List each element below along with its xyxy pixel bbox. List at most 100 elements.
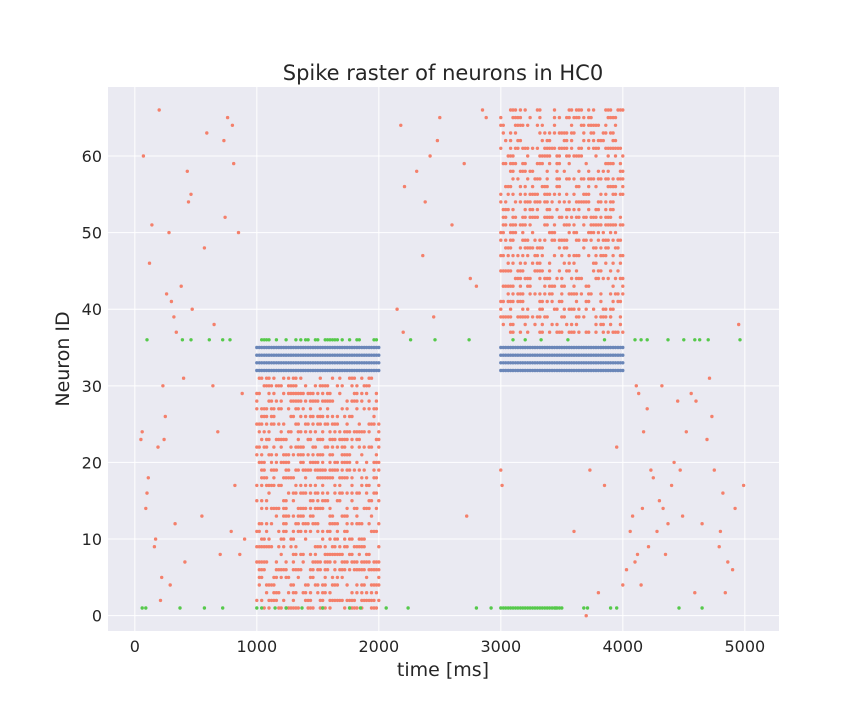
- spike-point: [587, 230, 591, 235]
- spike-point: [579, 276, 584, 281]
- spike-point: [308, 414, 313, 419]
- spike-point: [355, 430, 359, 434]
- spike-point: [284, 453, 288, 457]
- spike-point: [569, 368, 574, 373]
- grid-lines: [108, 87, 779, 631]
- spike-point: [357, 468, 361, 472]
- spike-point: [308, 575, 313, 580]
- spike-point: [316, 583, 320, 587]
- spike-point: [528, 345, 532, 350]
- spike-point: [499, 123, 503, 128]
- spike-point: [303, 522, 308, 526]
- spike-point: [377, 445, 381, 449]
- spike-point: [601, 238, 605, 242]
- spike-point: [333, 460, 337, 465]
- spike-point: [260, 453, 264, 457]
- spike-point: [350, 483, 354, 488]
- spike-point: [591, 269, 596, 273]
- spike-point: [608, 223, 613, 227]
- spike-point: [666, 338, 670, 342]
- spike-point: [499, 230, 503, 235]
- spike-point: [343, 361, 347, 365]
- spike-point: [367, 552, 371, 557]
- spike-point: [640, 506, 645, 511]
- spike-point: [523, 215, 527, 219]
- spike-point: [694, 399, 698, 403]
- spike-point: [255, 353, 259, 357]
- spike-point: [345, 560, 349, 564]
- spike-point: [577, 146, 581, 150]
- spike-point: [587, 330, 591, 334]
- spike-point: [572, 154, 576, 158]
- spike-point: [257, 353, 261, 357]
- spike-point: [296, 407, 300, 411]
- spike-point: [291, 560, 296, 564]
- spike-point: [205, 131, 209, 135]
- spike-point: [577, 215, 581, 219]
- spike-point: [591, 246, 596, 250]
- spike-point: [362, 353, 366, 357]
- spike-point: [560, 345, 564, 350]
- spike-point: [611, 177, 615, 181]
- spike-point: [318, 345, 322, 350]
- spike-point: [621, 345, 625, 350]
- spike-point: [330, 437, 335, 442]
- spike-point: [621, 253, 625, 258]
- spike-point: [264, 368, 269, 373]
- spike-point: [282, 460, 286, 465]
- spike-point: [330, 345, 335, 350]
- spike-point: [333, 522, 337, 526]
- spike-point: [286, 368, 291, 373]
- spike-point: [579, 353, 584, 357]
- spike-point: [345, 583, 349, 587]
- spike-point: [372, 568, 376, 572]
- spike-point: [555, 207, 559, 212]
- spike-point: [577, 184, 581, 189]
- spike-point: [294, 591, 298, 595]
- spike-point: [741, 483, 746, 488]
- spike-point: [572, 207, 576, 212]
- spike-point: [504, 223, 508, 227]
- spike-point: [303, 430, 308, 434]
- spike-point: [504, 207, 508, 212]
- spike-point: [164, 292, 169, 296]
- spike-point: [318, 453, 322, 457]
- spike-point: [526, 315, 530, 319]
- spike-point: [535, 246, 540, 250]
- spike-point: [299, 529, 303, 534]
- spike-point: [362, 560, 366, 564]
- spike-point: [284, 522, 288, 526]
- spike-point: [613, 184, 618, 189]
- spike-point: [333, 483, 337, 488]
- spike-point: [321, 491, 325, 495]
- spike-point: [372, 583, 376, 587]
- spike-point: [543, 361, 547, 365]
- spike-point: [421, 253, 425, 258]
- spike-point: [504, 161, 508, 166]
- spike-point: [301, 345, 305, 350]
- spike-point: [264, 591, 269, 595]
- spike-point: [367, 384, 371, 388]
- spike-point: [562, 284, 566, 288]
- spike-point: [521, 292, 525, 296]
- spike-point: [565, 361, 569, 365]
- spike-point: [574, 184, 579, 189]
- spike-point: [352, 568, 357, 572]
- spike-point: [345, 407, 349, 411]
- spike-point: [543, 606, 547, 610]
- spike-point: [328, 453, 332, 457]
- spike-point: [313, 522, 318, 526]
- spike-point: [611, 184, 615, 189]
- spike-point: [599, 200, 603, 204]
- spike-point: [552, 307, 557, 311]
- spike-point: [555, 606, 559, 610]
- spike-point: [279, 483, 283, 488]
- spike-point: [301, 361, 305, 365]
- spike-point: [141, 154, 146, 158]
- spike-point: [323, 560, 327, 564]
- spike-point: [255, 529, 259, 534]
- spike-point: [689, 391, 693, 396]
- spike-point: [511, 299, 515, 304]
- spike-point: [585, 606, 590, 610]
- spike-point: [538, 161, 542, 166]
